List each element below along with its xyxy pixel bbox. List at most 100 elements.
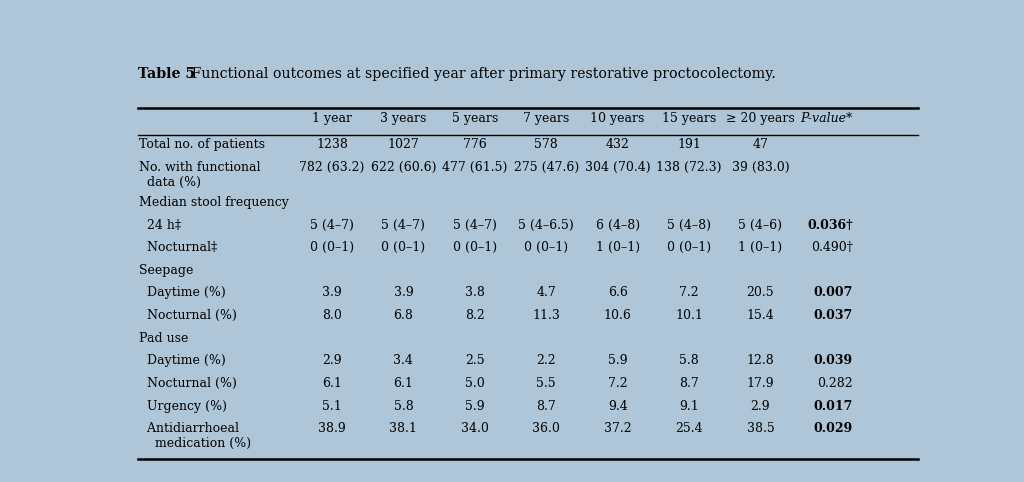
Text: 7.2: 7.2 [679,286,699,299]
Text: 622 (60.6): 622 (60.6) [371,161,436,174]
Text: 1 year: 1 year [312,112,352,125]
Text: 3.4: 3.4 [393,354,414,367]
Text: Functional outcomes at specified year after primary restorative proctocolectomy.: Functional outcomes at specified year af… [186,67,775,81]
Text: 3 years: 3 years [380,112,427,125]
Text: 9.1: 9.1 [679,400,699,413]
Text: No. with functional
  data (%): No. with functional data (%) [139,161,261,188]
Text: 6.1: 6.1 [322,377,342,390]
Text: 1 (0–1): 1 (0–1) [738,241,782,254]
Text: 0 (0–1): 0 (0–1) [524,241,568,254]
Text: 9.4: 9.4 [608,400,628,413]
Text: 432: 432 [606,138,630,151]
Text: 5 (4–7): 5 (4–7) [310,218,354,231]
Text: 4.7: 4.7 [537,286,556,299]
Text: 5 (4–8): 5 (4–8) [667,218,711,231]
Text: 5 (4–6.5): 5 (4–6.5) [518,218,574,231]
Text: 3.9: 3.9 [393,286,414,299]
Text: 0.017: 0.017 [813,400,853,413]
Text: 2.9: 2.9 [323,354,342,367]
Text: 5.9: 5.9 [465,400,484,413]
Text: Seepage: Seepage [139,264,194,277]
Text: 0.029: 0.029 [813,422,853,435]
Text: 0 (0–1): 0 (0–1) [381,241,425,254]
Text: 5.8: 5.8 [393,400,414,413]
Text: 776: 776 [463,138,486,151]
Text: 5 (4–7): 5 (4–7) [453,218,497,231]
Text: 477 (61.5): 477 (61.5) [442,161,508,174]
Text: 25.4: 25.4 [675,422,702,435]
Text: 0 (0–1): 0 (0–1) [667,241,711,254]
Text: 0.490†: 0.490† [811,241,853,254]
Text: 5 (4–7): 5 (4–7) [382,218,425,231]
Text: 782 (63.2): 782 (63.2) [299,161,365,174]
Text: 138 (72.3): 138 (72.3) [656,161,722,174]
Text: Nocturnal (%): Nocturnal (%) [139,309,237,322]
Text: 1238: 1238 [316,138,348,151]
Text: 38.1: 38.1 [389,422,418,435]
Text: 12.8: 12.8 [746,354,774,367]
Text: 47: 47 [753,138,768,151]
Text: 275 (47.6): 275 (47.6) [514,161,579,174]
Text: Table 5: Table 5 [137,67,195,81]
Text: 0.037: 0.037 [813,309,853,322]
Text: Median stool frequency: Median stool frequency [139,196,289,209]
Text: 6.8: 6.8 [393,309,414,322]
Text: 36.0: 36.0 [532,422,560,435]
Text: 37.2: 37.2 [604,422,632,435]
Text: 1 (0–1): 1 (0–1) [596,241,640,254]
Text: 304 (70.4): 304 (70.4) [585,161,650,174]
Text: 0.036†: 0.036† [807,218,853,231]
Text: 10 years: 10 years [591,112,645,125]
Text: 5.1: 5.1 [323,400,342,413]
Text: 24 h‡: 24 h‡ [139,218,181,231]
Text: 578: 578 [535,138,558,151]
Text: 8.7: 8.7 [537,400,556,413]
Text: 191: 191 [677,138,701,151]
Text: Nocturnal‡: Nocturnal‡ [139,241,217,254]
Text: 5 (4–6): 5 (4–6) [738,218,782,231]
Text: 10.6: 10.6 [604,309,632,322]
Text: 6.6: 6.6 [607,286,628,299]
Text: 7.2: 7.2 [608,377,628,390]
Text: 0.039: 0.039 [814,354,853,367]
Text: 8.7: 8.7 [679,377,699,390]
Text: Nocturnal (%): Nocturnal (%) [139,377,237,390]
Text: 15 years: 15 years [662,112,716,125]
Text: 5.9: 5.9 [608,354,628,367]
Text: ≥ 20 years: ≥ 20 years [726,112,795,125]
Text: 15.4: 15.4 [746,309,774,322]
Text: 38.5: 38.5 [746,422,774,435]
Text: Total no. of patients: Total no. of patients [139,138,265,151]
Text: 0 (0–1): 0 (0–1) [453,241,497,254]
Text: 3.8: 3.8 [465,286,484,299]
Text: 1027: 1027 [387,138,419,151]
Text: P-value*: P-value* [801,112,853,125]
Text: 34.0: 34.0 [461,422,488,435]
Text: Antidiarrhoeal
    medication (%): Antidiarrhoeal medication (%) [139,422,251,450]
Text: Urgency (%): Urgency (%) [139,400,227,413]
Text: 7 years: 7 years [523,112,569,125]
Text: 5.5: 5.5 [537,377,556,390]
Text: Daytime (%): Daytime (%) [139,354,226,367]
Text: Pad use: Pad use [139,332,188,345]
Text: 11.3: 11.3 [532,309,560,322]
Text: 5 years: 5 years [452,112,498,125]
Text: Daytime (%): Daytime (%) [139,286,226,299]
Text: 10.1: 10.1 [675,309,703,322]
Text: 6.1: 6.1 [393,377,414,390]
Text: 2.2: 2.2 [537,354,556,367]
Text: 5.8: 5.8 [679,354,699,367]
Text: 3.9: 3.9 [323,286,342,299]
Text: 0.007: 0.007 [813,286,853,299]
Text: 6 (4–8): 6 (4–8) [596,218,640,231]
Text: 2.5: 2.5 [465,354,484,367]
Text: 38.9: 38.9 [318,422,346,435]
Text: 0 (0–1): 0 (0–1) [310,241,354,254]
Text: 8.0: 8.0 [322,309,342,322]
Text: 8.2: 8.2 [465,309,484,322]
Text: 0.282: 0.282 [817,377,853,390]
Text: 20.5: 20.5 [746,286,774,299]
Text: 17.9: 17.9 [746,377,774,390]
Text: 2.9: 2.9 [751,400,770,413]
Text: 5.0: 5.0 [465,377,484,390]
